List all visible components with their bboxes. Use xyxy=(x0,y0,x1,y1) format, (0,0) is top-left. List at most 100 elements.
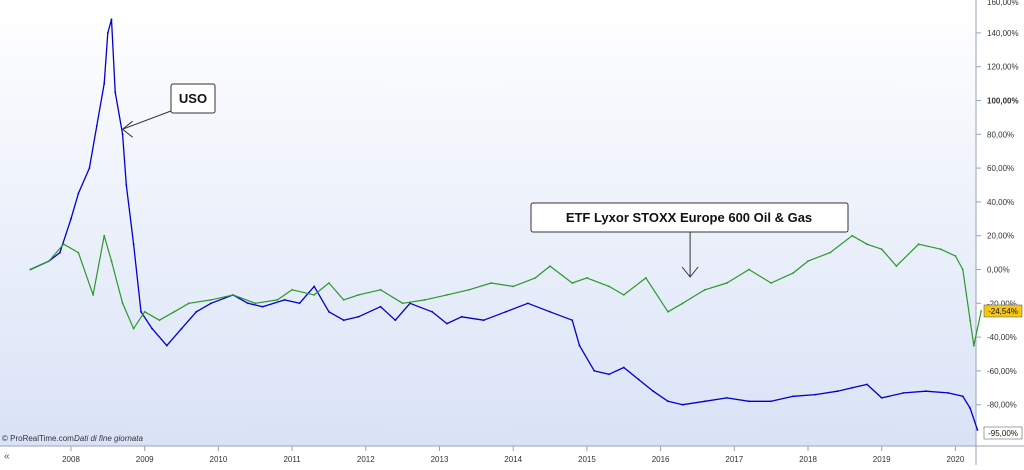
y-tick-label: 120,00% xyxy=(987,63,1019,72)
x-tick-label: 2017 xyxy=(725,455,743,464)
data-point xyxy=(807,260,809,262)
data-point xyxy=(976,429,979,431)
data-point xyxy=(792,395,795,398)
scroll-left-icon[interactable]: « xyxy=(4,451,10,462)
data-point xyxy=(132,243,135,246)
data-point xyxy=(637,378,640,381)
uso-callout-box xyxy=(170,83,216,114)
data-point xyxy=(814,393,817,396)
data-point xyxy=(792,272,795,274)
y-tick-label: 40,00% xyxy=(987,198,1014,207)
data-point xyxy=(210,302,212,305)
y-tick-label: -60,00% xyxy=(987,367,1017,376)
data-point xyxy=(328,282,330,284)
data-point xyxy=(180,327,183,330)
note-text: Dati di fine giornata xyxy=(74,434,143,443)
x-axis-background xyxy=(0,446,976,465)
y-axis: 160,00% 140,00% 120,00% 100,00% 80,00% 60,00%… xyxy=(976,0,1019,410)
data-point xyxy=(401,302,404,305)
data-point xyxy=(106,32,109,34)
data-point xyxy=(92,294,94,296)
data-point xyxy=(210,299,212,301)
data-point xyxy=(836,390,839,393)
x-tick-label: 2012 xyxy=(357,455,375,464)
y-tick-label: -40,00% xyxy=(987,333,1017,342)
data-point xyxy=(512,285,515,288)
data-point xyxy=(357,294,360,296)
x-axis: 2008 2009 2010 2011 2012 2013 2014 2015 2016 2017… xyxy=(62,446,965,464)
y-tick-label: 100,00% xyxy=(987,97,1019,106)
y-tick-label: -80,00% xyxy=(987,401,1017,410)
data-point xyxy=(77,251,80,254)
data-point xyxy=(313,294,316,296)
data-point xyxy=(125,184,128,186)
data-point xyxy=(379,288,382,291)
data-point xyxy=(969,407,971,409)
data-point xyxy=(586,277,588,279)
series-layer xyxy=(29,18,983,431)
data-point xyxy=(578,344,581,347)
data-point xyxy=(925,390,927,393)
data-point xyxy=(549,310,551,313)
data-point xyxy=(593,370,596,372)
data-point xyxy=(342,319,345,322)
x-tick-label: 2020 xyxy=(947,455,965,464)
annotation-layer: USO ETF Lyxor STOXX Europe 600 Oil & Gas xyxy=(121,83,849,278)
data-point xyxy=(254,302,257,305)
x-tick-label: 2013 xyxy=(431,455,449,464)
data-point xyxy=(88,167,91,170)
data-point xyxy=(681,403,684,406)
data-point xyxy=(342,299,345,301)
data-point xyxy=(490,282,492,284)
data-point xyxy=(195,310,198,313)
data-point xyxy=(961,395,964,398)
data-point xyxy=(961,268,964,271)
data-point xyxy=(121,133,124,136)
data-point xyxy=(866,383,868,386)
data-point xyxy=(667,400,669,403)
data-point xyxy=(770,282,772,284)
data-point xyxy=(972,344,975,347)
last-value-badge xyxy=(983,304,1023,318)
etf-callout-label: ETF Lyxor STOXX Europe 600 Oil & Gas xyxy=(566,210,812,225)
data-point xyxy=(622,366,625,369)
data-point xyxy=(103,234,106,237)
data-point xyxy=(298,302,301,305)
data-point xyxy=(622,294,625,296)
data-point xyxy=(652,390,655,393)
etf-callout-arrow xyxy=(681,232,699,278)
data-point xyxy=(132,327,135,330)
data-point xyxy=(140,310,142,313)
data-point xyxy=(283,299,286,301)
data-point xyxy=(29,268,32,271)
x-tick-label: 2014 xyxy=(504,455,522,464)
data-point xyxy=(468,288,470,291)
y-tick-label: 0,00% xyxy=(987,266,1010,275)
data-point xyxy=(110,260,113,262)
data-point xyxy=(446,294,448,296)
data-point xyxy=(703,288,706,291)
data-point xyxy=(143,310,146,313)
last-value-text: -95,00% xyxy=(988,429,1018,438)
data-point xyxy=(357,315,360,318)
data-point xyxy=(394,319,397,322)
data-point xyxy=(313,285,316,288)
last-value-badge xyxy=(983,426,1023,440)
data-point xyxy=(954,255,957,257)
y-tick-label: 80,00% xyxy=(987,130,1014,139)
y-tick-label: 60,00% xyxy=(987,164,1014,173)
data-point xyxy=(151,327,154,330)
data-point xyxy=(681,302,684,305)
data-point xyxy=(276,299,279,301)
uso-callout-label: USO xyxy=(179,91,207,106)
data-point xyxy=(460,315,463,318)
data-point xyxy=(114,91,117,93)
data-point xyxy=(880,248,883,251)
data-point xyxy=(70,217,72,220)
x-tick-label: 2018 xyxy=(799,455,817,464)
data-point xyxy=(121,302,124,305)
data-point xyxy=(59,251,61,254)
data-point xyxy=(534,277,537,279)
data-point xyxy=(527,302,529,305)
